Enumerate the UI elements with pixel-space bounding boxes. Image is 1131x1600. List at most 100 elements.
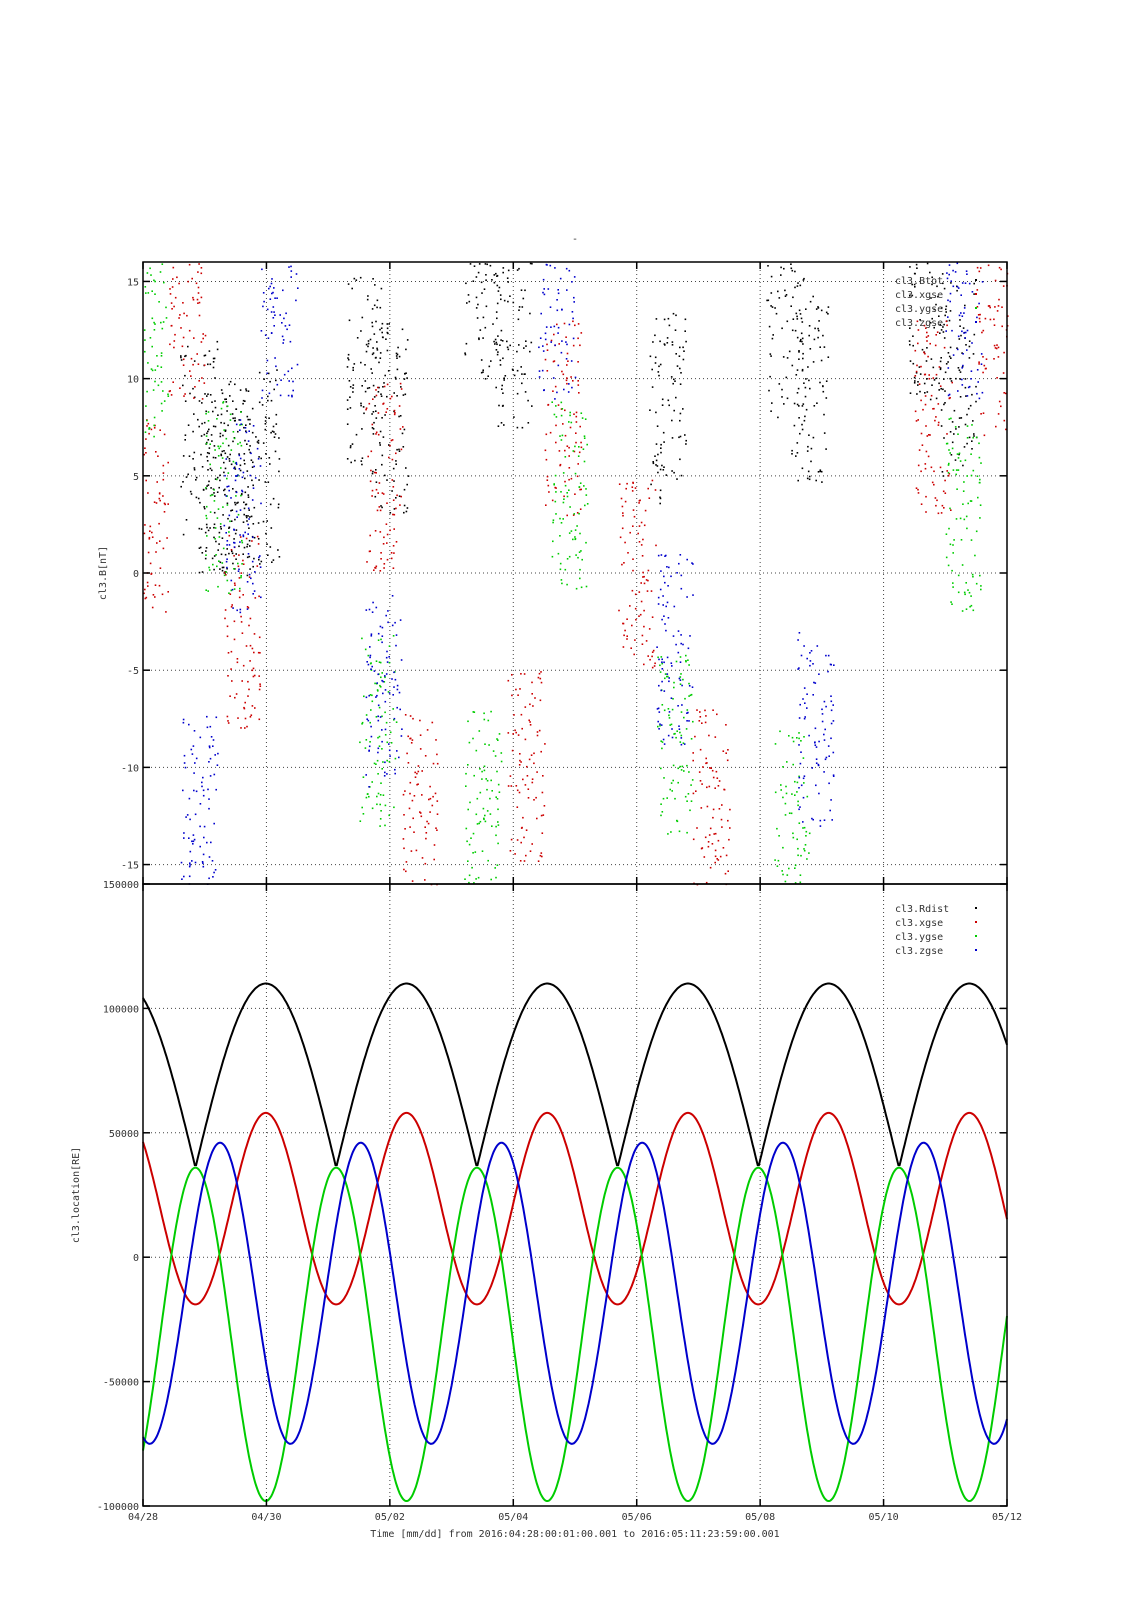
scatter-point (651, 616, 654, 618)
scatter-point (788, 812, 791, 814)
scatter-point (201, 422, 203, 425)
scatter-point (227, 652, 230, 654)
scatter-point (347, 357, 349, 359)
scatter-point (220, 407, 223, 410)
scatter-point (386, 558, 389, 561)
scatter-point (375, 320, 377, 323)
scatter-point (799, 881, 802, 884)
scatter-point (782, 873, 784, 876)
scatter-point (431, 804, 434, 807)
scatter-point (955, 428, 957, 430)
scatter-point (780, 266, 782, 269)
scatter-point (580, 412, 583, 414)
scatter-point (576, 525, 578, 527)
scatter-point (223, 461, 225, 464)
scatter-point (251, 407, 254, 410)
scatter-point (516, 350, 518, 353)
scatter-point (931, 481, 934, 484)
scatter-point (352, 391, 354, 393)
scatter-point (210, 434, 213, 436)
scatter-point (769, 375, 771, 378)
scatter-point (997, 413, 1000, 415)
scatter-point (279, 314, 281, 316)
scatter-point (199, 825, 201, 828)
scatter-point (369, 654, 372, 657)
scatter-point (355, 433, 358, 436)
scatter-point (780, 274, 782, 276)
scatter-point (224, 488, 226, 491)
scatter-point (1002, 372, 1005, 374)
scatter-point (198, 425, 200, 428)
scatter-point (239, 419, 242, 421)
scatter-point (276, 369, 278, 371)
scatter-point (235, 495, 237, 497)
scatter-point (516, 806, 519, 808)
scatter-point (264, 481, 267, 483)
scatter-point (230, 520, 233, 522)
scatter-point (282, 339, 285, 341)
scatter-point (950, 454, 953, 456)
scatter-point (197, 292, 200, 294)
scatter-point (347, 353, 350, 356)
scatter-point (212, 361, 215, 363)
scatter-point (496, 274, 499, 277)
scatter-point (657, 656, 659, 659)
scatter-point (231, 604, 233, 606)
scatter-point (675, 736, 677, 739)
scatter-point (473, 711, 476, 713)
scatter-point (227, 517, 229, 520)
scatter-point (368, 402, 371, 405)
scatter-point (976, 266, 979, 269)
scatter-point (964, 593, 966, 596)
scatter-point (396, 353, 399, 356)
scatter-point (699, 716, 702, 718)
scatter-point (974, 554, 976, 557)
scatter-point (565, 336, 567, 338)
scatter-point (647, 569, 650, 572)
scatter-point (942, 388, 944, 391)
scatter-point (668, 404, 670, 407)
x-tick-label: 04/28 (128, 1512, 158, 1523)
scatter-point (473, 265, 476, 267)
scatter-point (496, 353, 499, 356)
scatter-point (785, 294, 788, 296)
scatter-point (949, 452, 951, 454)
scatter-point (215, 554, 217, 556)
scatter-point (678, 562, 680, 565)
scatter-point (379, 509, 382, 512)
scatter-point (817, 471, 820, 473)
scatter-point (246, 545, 248, 548)
scatter-point (374, 530, 377, 532)
scatter-point (927, 455, 930, 458)
scatter-point (216, 565, 218, 568)
scatter-point (970, 453, 972, 455)
scatter-point (533, 799, 535, 801)
scatter-point (253, 506, 256, 509)
scatter-point (221, 392, 224, 395)
scatter-point (622, 622, 625, 625)
scatter-point (807, 445, 809, 448)
scatter-point (812, 663, 814, 665)
scatter-point (655, 443, 658, 445)
scatter-point (632, 509, 635, 511)
scatter-point (673, 378, 675, 381)
scatter-point (399, 415, 402, 417)
scatter-point (180, 485, 182, 488)
scatter-point (502, 267, 505, 269)
scatter-point (688, 771, 690, 773)
scatter-point (219, 445, 222, 448)
scatter-point (367, 295, 369, 297)
scatter-point (385, 673, 388, 675)
scatter-point (708, 785, 711, 788)
scatter-point (192, 387, 194, 390)
scatter-point (195, 476, 198, 479)
scatter-point (643, 625, 645, 628)
scatter-point (180, 359, 183, 361)
scatter-point (473, 774, 475, 777)
scatter-point (781, 396, 783, 398)
scatter-point (798, 787, 800, 789)
scatter-point (472, 280, 475, 282)
scatter-point (206, 715, 208, 718)
scatter-point (379, 716, 382, 718)
scatter-point (686, 596, 688, 598)
